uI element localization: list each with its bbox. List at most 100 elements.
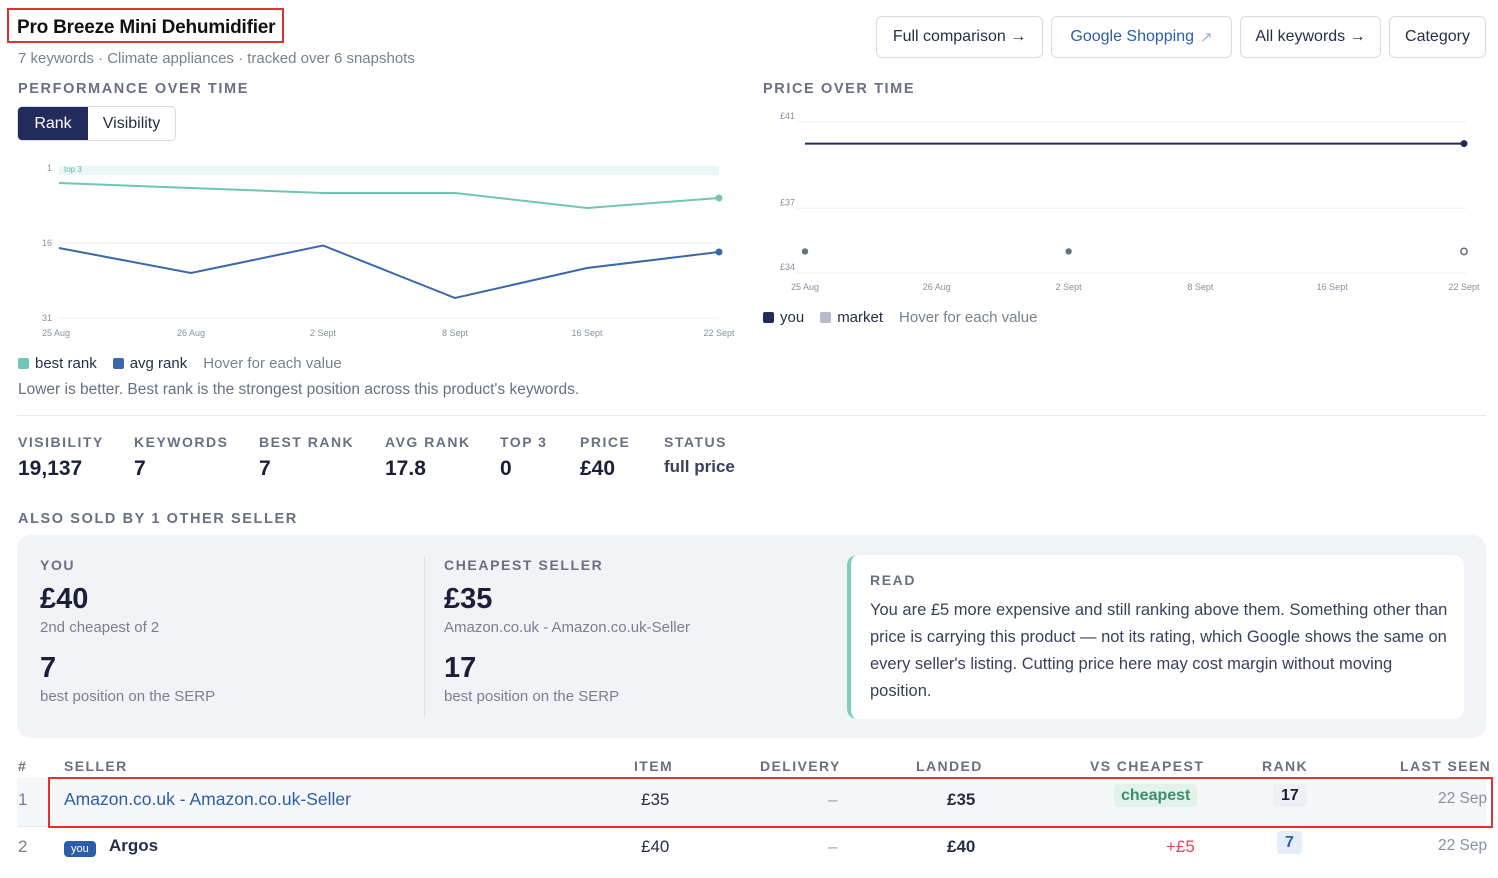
stat-label: PRICE bbox=[580, 434, 631, 450]
rank-cell: 7 bbox=[1277, 831, 1302, 854]
col-header-vs-cheapest[interactable]: VS CHEAPEST bbox=[1090, 758, 1205, 774]
series-end-point bbox=[715, 248, 723, 256]
status-value: full price bbox=[664, 457, 735, 476]
row-number: 1 bbox=[18, 790, 28, 809]
stat-label: BEST RANK bbox=[259, 434, 355, 450]
series-end-point bbox=[715, 194, 723, 202]
you-badge-label: you bbox=[64, 841, 96, 857]
category-label: Category bbox=[1405, 28, 1470, 45]
rank-legend: best rank avg rank Hover for each value bbox=[18, 355, 342, 372]
you-rank: 7 bbox=[40, 652, 57, 684]
full-comparison-button[interactable]: Full comparison → bbox=[876, 16, 1043, 58]
last-seen: 22 Sep bbox=[1438, 790, 1488, 807]
category-button[interactable]: Category bbox=[1389, 16, 1486, 58]
x-tick-label: 16 Sept bbox=[571, 328, 603, 338]
x-tick-label: 25 Aug bbox=[42, 328, 70, 338]
all-keywords-button[interactable]: All keywords → bbox=[1240, 16, 1381, 58]
tab-visibility[interactable]: Visibility bbox=[102, 114, 161, 132]
you-price-note: 2nd cheapest of 2 bbox=[40, 619, 160, 636]
best-rank-swatch bbox=[18, 358, 29, 369]
rank-explanation: Lower is better. Best rank is the strong… bbox=[18, 381, 580, 398]
rank-hover-hint: Hover for each value bbox=[203, 355, 342, 372]
item-price: £40 bbox=[641, 837, 670, 856]
you-price: £40 bbox=[40, 583, 89, 615]
cheapest-seller-name: Amazon.co.uk - Amazon.co.uk-Seller bbox=[444, 619, 690, 636]
y-tick-label: 1 bbox=[47, 163, 52, 173]
price-heading: PRICE OVER TIME bbox=[763, 81, 916, 97]
stat-value: 7 bbox=[134, 457, 146, 480]
read-card bbox=[847, 555, 1464, 719]
landed-price: £40 bbox=[947, 837, 976, 856]
title-highlight-box bbox=[7, 8, 284, 43]
rank-chart: top 3 1 16 31 25 Aug 26 Aug 2 Sept 8 Sept 16 S… bbox=[42, 163, 735, 338]
row-number: 2 bbox=[18, 837, 28, 856]
x-tick-label: 8 Sept bbox=[442, 328, 469, 338]
section-divider bbox=[17, 415, 1486, 416]
col-header-last-seen[interactable]: LAST SEEN bbox=[1400, 758, 1492, 774]
item-price: £35 bbox=[641, 790, 670, 809]
rank-cell: 17 bbox=[1273, 784, 1307, 807]
col-header-landed[interactable]: LANDED bbox=[916, 758, 983, 774]
seller-name[interactable]: Argos bbox=[109, 836, 159, 855]
y-tick-label: £41 bbox=[780, 111, 795, 121]
you-rank-note: best position on the SERP bbox=[40, 688, 216, 705]
you-badge: you bbox=[64, 839, 96, 857]
stat-label: STATUS bbox=[664, 434, 727, 450]
col-header-rank[interactable]: RANK bbox=[1262, 758, 1309, 774]
x-tick-label: 22 Sept bbox=[703, 328, 735, 338]
full-comparison-label: Full comparison → bbox=[892, 28, 1027, 45]
performance-heading: PERFORMANCE OVER TIME bbox=[18, 81, 249, 97]
rank-pill: 17 bbox=[1273, 784, 1307, 807]
x-tick-label: 26 Aug bbox=[177, 328, 205, 338]
stat-label: AVG RANK bbox=[385, 434, 471, 450]
stat-value: 19,137 bbox=[18, 457, 83, 480]
series-line bbox=[58, 244, 720, 300]
last-seen: 22 Sep bbox=[1438, 837, 1488, 854]
price-legend: you market Hover for each value bbox=[763, 309, 1037, 326]
cheapest-pill: cheapest bbox=[1114, 784, 1198, 807]
stat-label: VISIBILITY bbox=[18, 434, 104, 450]
seller-link[interactable]: Amazon.co.uk - Amazon.co.uk-Seller bbox=[64, 789, 351, 809]
read-text: You are £5 more expensive and still rank… bbox=[870, 601, 1448, 700]
row-highlight-box bbox=[48, 777, 1493, 828]
read-label: READ bbox=[870, 572, 917, 588]
page-title: Pro Breeze Mini Dehumidifier bbox=[17, 17, 276, 38]
delivery-price: – bbox=[828, 837, 838, 856]
chart-mode-toggle: Rank Visibility bbox=[17, 106, 176, 141]
tab-rank[interactable]: Rank bbox=[18, 107, 88, 140]
cheapest-rank-note: best position on the SERP bbox=[444, 688, 620, 705]
x-tick-label: 26 Aug bbox=[923, 282, 951, 292]
stat-value: 17.8 bbox=[385, 457, 426, 480]
stat-value: £40 bbox=[580, 457, 616, 480]
market-swatch bbox=[820, 312, 832, 323]
top3-band-label: top 3 bbox=[64, 165, 82, 174]
col-header-delivery[interactable]: DELIVERY bbox=[760, 758, 841, 774]
price-hover-hint: Hover for each value bbox=[899, 309, 1038, 326]
stat-label: TOP 3 bbox=[500, 434, 548, 450]
top3-band bbox=[59, 166, 719, 175]
stat-value: 7 bbox=[259, 457, 271, 480]
stat-value: 0 bbox=[500, 457, 512, 480]
x-tick-label: 2 Sept bbox=[310, 328, 337, 338]
x-tick-label: 8 Sept bbox=[1187, 282, 1214, 292]
stat-label: KEYWORDS bbox=[134, 434, 229, 450]
y-tick-label: 16 bbox=[42, 238, 52, 248]
google-shopping-button[interactable]: Google Shopping ↗ bbox=[1051, 16, 1232, 58]
series-line bbox=[58, 182, 720, 210]
market-price-point bbox=[1065, 248, 1072, 255]
col-header-item[interactable]: ITEM bbox=[634, 758, 674, 774]
you-swatch bbox=[763, 312, 774, 323]
cheapest-price: £35 bbox=[444, 583, 493, 615]
avg-rank-swatch bbox=[112, 358, 124, 369]
y-tick-label: £34 bbox=[780, 262, 795, 272]
market-price-point bbox=[801, 248, 809, 255]
col-header-seller[interactable]: SELLER bbox=[64, 758, 128, 774]
you-label: YOU bbox=[40, 557, 76, 573]
external-link-icon: ↗ bbox=[1200, 29, 1213, 46]
you-price-end-point bbox=[1460, 140, 1468, 148]
market-legend-label: market bbox=[837, 309, 884, 326]
y-tick-label: £37 bbox=[780, 197, 795, 207]
x-tick-label: 2 Sept bbox=[1056, 282, 1083, 292]
y-tick-label: 31 bbox=[42, 313, 52, 323]
x-tick-label: 16 Sept bbox=[1317, 282, 1349, 292]
